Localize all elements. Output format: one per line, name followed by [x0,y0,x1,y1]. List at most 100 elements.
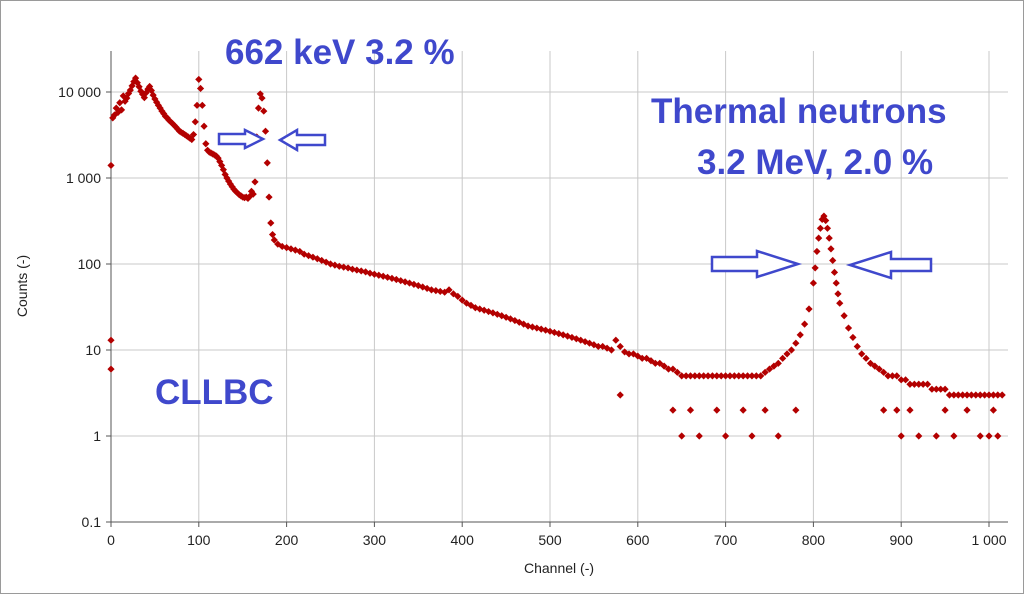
data-point [484,307,493,316]
data-point [770,362,778,370]
data-point [932,432,940,440]
data-point [893,372,901,380]
data-point [695,372,703,380]
data-point [981,391,989,399]
data-point [849,333,857,342]
y-tick-labels: 0.1 1 10 100 1 000 10 000 [58,84,101,530]
data-point [792,406,800,414]
data-point [410,280,418,288]
data-point [287,245,295,253]
data-point [669,365,677,373]
y-tick-label: 1 000 [66,170,101,186]
data-point [427,286,436,294]
data-point [691,372,699,380]
data-point [884,372,892,380]
x-tick-label: 400 [451,532,475,548]
axes [110,51,1008,523]
data-point [919,380,927,388]
annotation-3-2-mev: 3.2 MeV, 2.0 % [697,143,933,182]
data-point [607,346,616,354]
data-point [985,432,993,440]
y-tick-label: 0.1 [82,514,102,530]
x-tick-labels: 0 100 200 300 400 500 600 700 800 900 1 000 [107,532,1007,548]
data-point [787,346,796,354]
data-point [563,332,572,340]
data-point [954,391,962,399]
data-point [625,350,633,358]
data-point [638,354,646,362]
data-point [972,391,980,399]
data-point [871,362,879,370]
data-point [261,127,270,135]
y-axis-label: Counts (-) [14,255,30,317]
data-point [937,385,945,393]
data-point [950,391,958,399]
x-tick-label: 500 [538,532,562,548]
data-point [906,406,914,414]
data-point [520,320,528,328]
data-point [739,372,747,380]
data-point [815,234,823,242]
data-point [774,432,782,440]
data-point [822,216,830,225]
data-point [811,264,819,272]
data-point [743,372,752,380]
data-point [748,372,756,380]
data-point [195,75,203,84]
data-point [260,107,268,115]
data-point [163,114,171,122]
data-point [783,350,791,358]
arrow-left-neutron-icon [845,250,933,280]
data-point [722,372,730,380]
data-point [511,316,519,325]
data-point [726,372,734,380]
x-tick-label: 800 [802,532,826,548]
data-point [109,114,117,122]
data-point [296,247,304,256]
data-point [267,219,275,227]
data-point [976,391,984,399]
data-point [126,86,134,94]
data-point [765,365,774,373]
data-point [322,258,330,266]
data-point [283,244,291,252]
data-point [897,376,905,384]
data-point [717,372,725,380]
data-point [761,368,769,376]
data-point [928,385,936,393]
data-point [963,406,971,414]
data-point [445,286,453,294]
data-point [634,352,642,360]
data-point [268,230,277,239]
data-point [202,140,210,148]
data-point [897,432,905,440]
data-point [405,279,414,287]
data-point [866,359,875,367]
data-point [853,342,861,351]
data-point [656,359,664,367]
data-point [476,305,484,313]
data-point [193,101,201,109]
annotation-thermal-neutrons: Thermal neutrons [651,92,947,131]
data-point [816,224,825,232]
data-point [140,94,148,102]
data-point [353,266,361,274]
data-point [642,354,651,362]
x-tick-label: 600 [626,532,650,548]
data-point [757,372,765,380]
data-point [963,391,971,399]
data-point [708,372,717,380]
data-point [844,324,853,332]
data-point [950,432,958,440]
data-point [542,326,550,334]
data-point [664,365,673,373]
x-tick-label: 100 [187,532,211,548]
data-point [932,385,940,393]
data-point [941,406,949,414]
data-point [300,250,308,258]
y-tick-label: 1 [93,428,101,444]
data-point [254,104,263,112]
data-point [967,391,976,399]
y-tick-label: 100 [78,256,102,272]
